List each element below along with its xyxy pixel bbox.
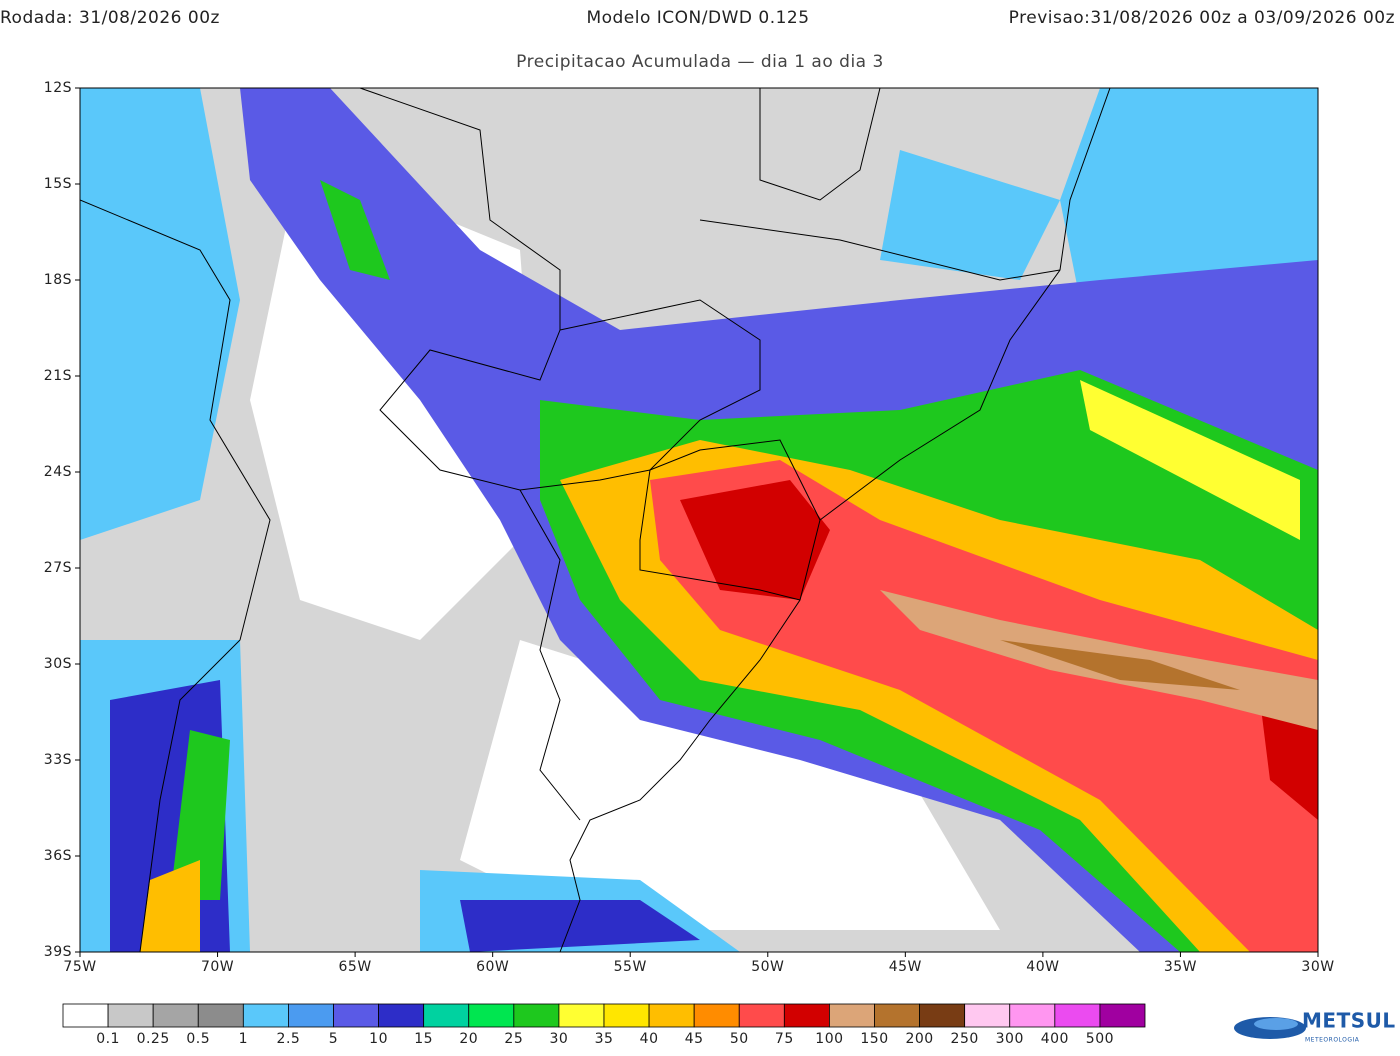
colorbar-swatch — [288, 1003, 334, 1028]
colorbar-swatch — [648, 1003, 695, 1028]
extreme-rain-peak — [1000, 640, 1240, 690]
colorbar-swatch — [62, 1003, 109, 1028]
lat-label: 39S — [44, 944, 72, 960]
colorbar-swatch — [919, 1003, 966, 1028]
colorbar-swatch — [423, 1003, 470, 1028]
lon-label: 50W — [751, 959, 784, 975]
lon-label: 40W — [1026, 959, 1059, 975]
colorbar: 0.1 0.25 0.5 1 2.5 5 10 15 20 25 30 35 40 45 50 75 100 15… — [62, 1003, 1146, 1047]
lon-label: 30W — [1301, 959, 1334, 975]
colorbar-label: 100 — [815, 1031, 843, 1047]
colorbar-label: 50 — [730, 1031, 749, 1047]
lat-label: 27S — [44, 560, 72, 576]
colorbar-swatch — [783, 1003, 830, 1028]
colorbar-swatch — [468, 1003, 515, 1028]
colorbar-label: 500 — [1086, 1031, 1114, 1047]
colorbar-swatch — [333, 1003, 379, 1028]
logo-name: METSUL — [1302, 1009, 1396, 1033]
model-label: Modelo ICON/DWD 0.125 — [586, 8, 809, 28]
lat-label: 36S — [44, 848, 72, 864]
map-field — [79, 87, 1319, 953]
colorbar-label: 20 — [459, 1031, 478, 1047]
heavy-rain — [140, 440, 1318, 952]
colorbar-label: 1 — [239, 1031, 248, 1047]
lon-label: 75W — [63, 959, 96, 975]
colorbar-label: 250 — [951, 1031, 979, 1047]
colorbar-swatch — [829, 1003, 875, 1028]
boundaries — [80, 88, 1111, 952]
colorbar-label: 5 — [329, 1031, 338, 1047]
colorbar-swatch — [874, 1003, 920, 1028]
colorbar-label: 0.25 — [137, 1031, 170, 1047]
colorbar-swatch — [1009, 1003, 1056, 1028]
colorbar-swatch — [513, 1003, 560, 1028]
lat-label: 12S — [44, 80, 72, 96]
colorbar-swatch — [242, 1003, 289, 1028]
run-label: Rodada: 31/08/2026 00z — [0, 8, 220, 28]
colorbar-label: 35 — [595, 1031, 614, 1047]
logo: METSUL METEOROLOGIA — [1234, 1009, 1396, 1044]
colorbar-swatch — [1054, 1003, 1101, 1028]
lon-label: 70W — [201, 959, 234, 975]
lon-label: 35W — [1164, 959, 1197, 975]
colorbar-swatch — [107, 1003, 154, 1028]
lon-label: 65W — [339, 959, 372, 975]
colorbar-label: 200 — [905, 1031, 933, 1047]
lat-label: 30S — [44, 656, 72, 672]
colorbar-swatch — [378, 1003, 425, 1028]
colorbar-swatch — [1099, 1003, 1146, 1028]
colorbar-label: 45 — [685, 1031, 704, 1047]
lon-label: 55W — [614, 959, 647, 975]
map-frame — [79, 87, 1319, 953]
colorbar-label: 0.5 — [186, 1031, 210, 1047]
lat-label: 21S — [44, 368, 72, 384]
colorbar-label: 15 — [414, 1031, 433, 1047]
lon-label: 45W — [889, 959, 922, 975]
lat-label: 18S — [44, 272, 72, 288]
lat-label: 24S — [44, 464, 72, 480]
logo-tagline: METEOROLOGIA — [1305, 1037, 1360, 1044]
colorbar-label: 300 — [996, 1031, 1024, 1047]
colorbar-swatch — [738, 1003, 785, 1028]
colorbar-swatch — [693, 1003, 740, 1028]
lat-label: 15S — [44, 176, 72, 192]
colorbar-swatch — [197, 1003, 244, 1028]
forecast-label: Previsao:31/08/2026 00z a 03/09/2026 00z — [1009, 8, 1395, 28]
map-subtitle: Precipitacao Acumulada — dia 1 ao dia 3 — [516, 52, 884, 72]
logo-globe-highlight — [1254, 1018, 1298, 1030]
heavy-rain-strip — [1080, 380, 1300, 540]
extreme-rain — [680, 480, 1318, 820]
colorbar-label: 25 — [504, 1031, 523, 1047]
lat-label: 33S — [44, 752, 72, 768]
colorbar-label: 0.1 — [96, 1031, 120, 1047]
colorbar-swatch — [152, 1003, 199, 1028]
colorbar-label: 75 — [775, 1031, 794, 1047]
colorbar-swatch — [603, 1003, 650, 1028]
colorbar-swatch — [558, 1003, 605, 1028]
colorbar-label: 150 — [860, 1031, 888, 1047]
colorbar-label: 400 — [1041, 1031, 1069, 1047]
colorbar-label: 10 — [369, 1031, 388, 1047]
colorbar-label: 40 — [640, 1031, 659, 1047]
colorbar-swatch — [964, 1003, 1011, 1028]
lon-label: 60W — [476, 959, 509, 975]
very-heavy-rain — [650, 460, 1318, 952]
colorbar-label: 2.5 — [277, 1031, 301, 1047]
colorbar-label: 30 — [550, 1031, 569, 1047]
